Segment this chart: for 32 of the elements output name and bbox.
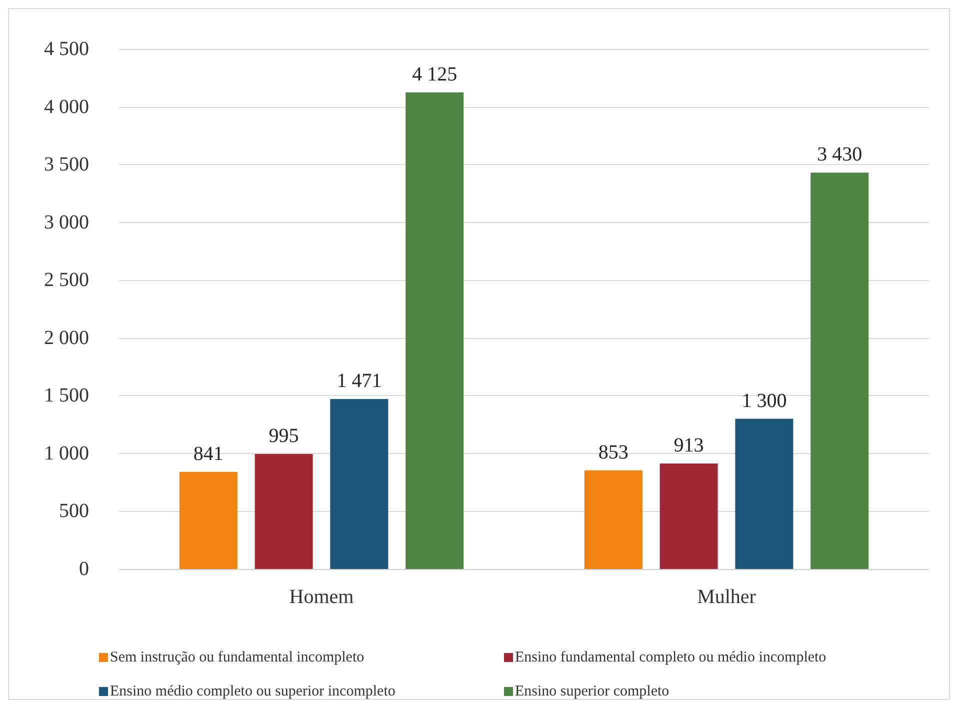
y-tick-label: 2 000 bbox=[44, 326, 89, 349]
legend-label: Ensino médio completo ou superior incompleto bbox=[110, 684, 396, 700]
y-tick-label: 0 bbox=[79, 558, 89, 580]
x-tick-label: Mulher bbox=[697, 586, 756, 608]
legend-label: Ensino fundamental completo ou médio incompleto bbox=[515, 650, 826, 666]
bar bbox=[660, 464, 718, 569]
bar bbox=[584, 470, 642, 569]
y-tick-label: 500 bbox=[59, 500, 89, 522]
bar bbox=[179, 472, 238, 569]
data-label: 3 430 bbox=[817, 144, 862, 166]
y-tick-label: 1 500 bbox=[44, 384, 89, 407]
bar bbox=[406, 92, 464, 569]
y-tick-label: 3 500 bbox=[44, 154, 89, 176]
y-tick-label: 4 000 bbox=[44, 96, 89, 118]
data-label: 1 300 bbox=[742, 390, 787, 412]
data-label: 913 bbox=[674, 434, 704, 456]
bar bbox=[330, 399, 388, 569]
y-tick-label: 3 000 bbox=[44, 211, 89, 234]
y-tick-label: 4 500 bbox=[44, 38, 89, 60]
bar bbox=[810, 172, 869, 569]
legend-label: Ensino superior completo bbox=[515, 684, 670, 700]
x-tick-label: Homem bbox=[289, 586, 354, 608]
data-label: 841 bbox=[193, 442, 224, 465]
data-label: 1 471 bbox=[336, 370, 382, 392]
y-tick-label: 1 000 bbox=[44, 442, 89, 464]
bar bbox=[254, 454, 313, 569]
y-tick-label: 2 500 bbox=[44, 269, 89, 292]
legend-label: Sem instrução ou fundamental incompleto bbox=[110, 650, 364, 666]
data-label: 4 125 bbox=[412, 63, 458, 86]
data-label: 995 bbox=[268, 425, 299, 448]
bar bbox=[735, 418, 794, 569]
data-label: 853 bbox=[598, 441, 628, 464]
